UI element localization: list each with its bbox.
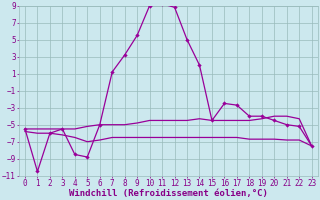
X-axis label: Windchill (Refroidissement éolien,°C): Windchill (Refroidissement éolien,°C)	[69, 189, 268, 198]
